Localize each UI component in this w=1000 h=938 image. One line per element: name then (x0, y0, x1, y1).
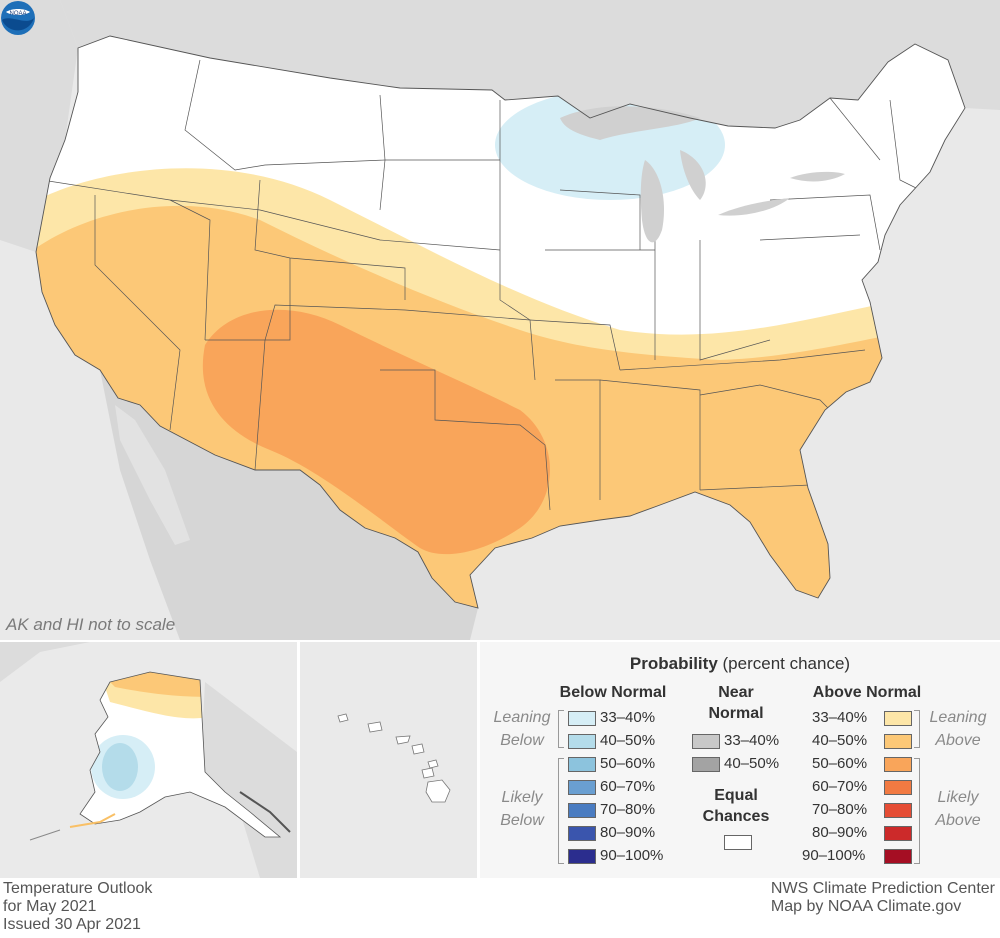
equal-chances-swatch (724, 835, 752, 850)
bracket-leaning-below (558, 710, 564, 748)
outlook-title-block: Temperature Outlook for May 2021 Issued … (3, 880, 152, 934)
above-row: 50–60% (812, 754, 912, 774)
near-row: 33–40% (692, 731, 779, 751)
below-swatch (568, 734, 596, 749)
issued-date: Issued 30 Apr 2021 (3, 916, 141, 933)
above-swatch (884, 826, 912, 841)
below-row: 60–70% (568, 777, 655, 797)
near-normal-header-2: Normal (708, 705, 764, 722)
equal-chances-header-2: Chances (702, 808, 770, 825)
below-row: 80–90% (568, 823, 655, 843)
above-row: 80–90% (812, 823, 912, 843)
near-swatch (692, 757, 720, 772)
above-row: 40–50% (812, 731, 912, 751)
svg-text:NOAA: NOAA (9, 11, 26, 17)
below-swatch (568, 826, 596, 841)
alaska-inset (0, 642, 297, 878)
near-row: 40–50% (692, 754, 779, 774)
below-row: 70–80% (568, 800, 655, 820)
likely-above-label: Likely Above (935, 789, 981, 829)
outlook-period: for May 2021 (3, 898, 97, 915)
above-swatch (884, 734, 912, 749)
hawaii-inset (300, 642, 477, 878)
below-swatch (568, 780, 596, 795)
above-swatch (884, 803, 912, 818)
below-swatch (568, 803, 596, 818)
below-row: 33–40% (568, 708, 655, 728)
above-swatch (884, 780, 912, 795)
legend-title: Probability (percent chance) (629, 654, 851, 673)
hawaii-map-graphic (300, 642, 477, 878)
scale-note: AK and HI not to scale (6, 615, 176, 634)
credit-map: Map by NOAA Climate.gov (770, 898, 962, 915)
above-swatch (884, 757, 912, 772)
near-swatch (692, 734, 720, 749)
bracket-leaning-above (914, 710, 920, 748)
above-normal-header: Above Normal (812, 684, 922, 701)
above-row: 70–80% (812, 800, 912, 820)
credit-cpc: NWS Climate Prediction Center (770, 880, 995, 897)
below-row: 90–100% (568, 846, 663, 866)
above-row: 90–100% (802, 846, 912, 866)
conus-map: AK and HI not to scale NOAA (0, 0, 1000, 640)
below-swatch (568, 711, 596, 726)
probability-legend: Probability (percent chance) Below Norma… (480, 642, 1000, 878)
noaa-logo-icon: NOAA (1, 1, 35, 35)
bracket-likely-above (914, 758, 920, 864)
outlook-title: Temperature Outlook (3, 880, 153, 897)
likely-below-label: Likely Below (500, 789, 544, 829)
conus-map-graphic (0, 0, 1000, 640)
below-normal-header: Below Normal (559, 684, 667, 701)
below-row: 40–50% (568, 731, 655, 751)
above-swatch (884, 849, 912, 864)
above-row: 33–40% (812, 708, 912, 728)
bracket-likely-below (558, 758, 564, 864)
below-swatch (568, 849, 596, 864)
leaning-above-label: Leaning Above (929, 709, 987, 749)
leaning-below-label: Leaning Below (493, 709, 551, 749)
alaska-map-graphic (0, 642, 297, 878)
below-row: 50–60% (568, 754, 655, 774)
below-swatch (568, 757, 596, 772)
credit-block: NWS Climate Prediction Center Map by NOA… (771, 880, 995, 916)
above-swatch (884, 711, 912, 726)
near-normal-header-1: Near (718, 684, 754, 701)
above-row: 60–70% (812, 777, 912, 797)
equal-chances-header-1: Equal (714, 787, 758, 804)
